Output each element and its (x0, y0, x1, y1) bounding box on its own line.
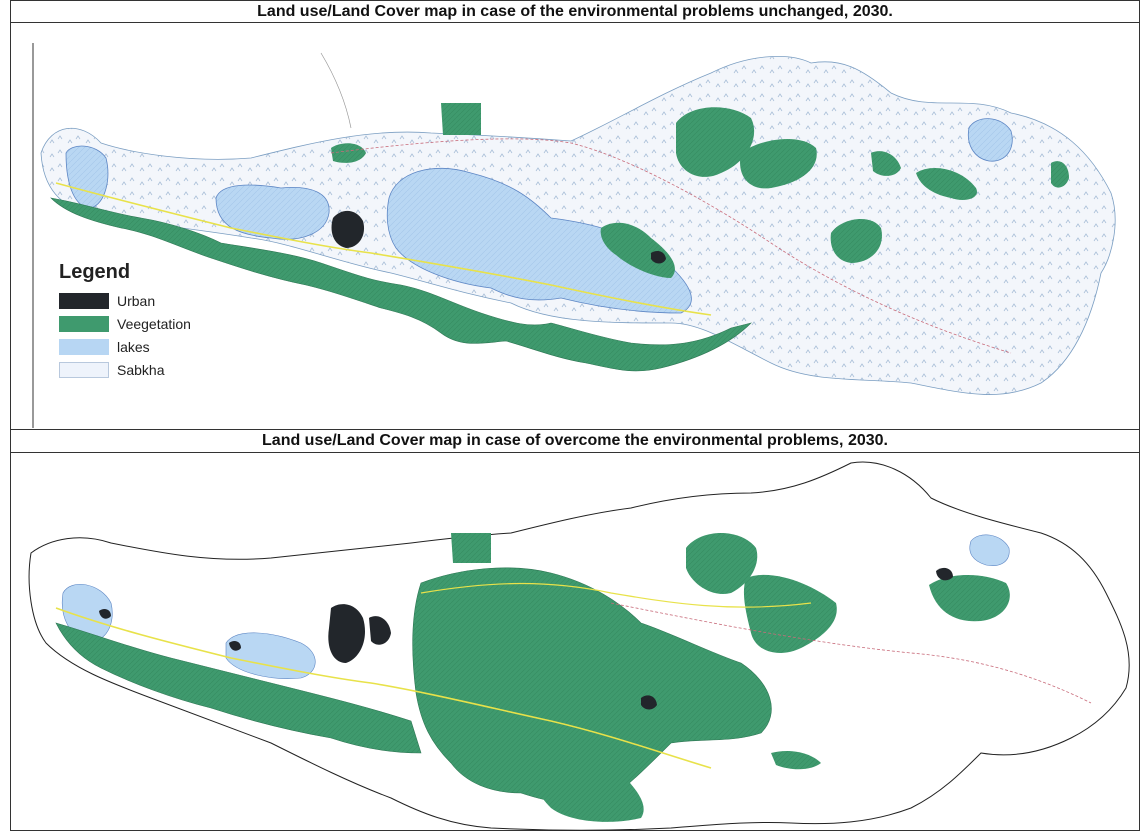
urban-far-east (936, 567, 953, 581)
vegetation-east2 (743, 574, 837, 653)
route-line (330, 138, 1012, 354)
legend-label: Urban (117, 293, 156, 309)
lake-center-west (215, 184, 330, 240)
legend-label: Sabkha (117, 362, 165, 378)
vegetation-patch-east5 (871, 151, 901, 176)
legend-item-urban: Urban (59, 290, 259, 312)
vegetation-southeast (771, 751, 821, 770)
track-line (320, 52, 352, 129)
legend-title: Legend (59, 261, 131, 283)
secondary-road (420, 582, 812, 608)
urban-center (331, 210, 365, 248)
bottom-map-panel (11, 453, 1139, 831)
vegetation-patch-mid (600, 222, 675, 278)
lake-center-west (225, 632, 316, 679)
lake-west (61, 584, 113, 642)
vegetation-patch-east2 (740, 138, 817, 189)
vegetation-patch-north2 (331, 143, 366, 163)
urban-center (328, 604, 366, 663)
urban-west (99, 608, 111, 619)
legend-label: Veegetation (117, 316, 191, 332)
lake-east (969, 534, 1010, 566)
legend-swatch-vegetation (59, 316, 109, 332)
route-line (610, 602, 1092, 704)
bottom-map-title: Land use/Land Cover map in case of overc… (11, 429, 1139, 453)
vegetation-belt (50, 197, 752, 372)
legend: Legend Urban Veegetation lakes Sabkha (59, 261, 259, 382)
legend-item-sabkha: Sabkha (59, 359, 259, 381)
lake-east (967, 118, 1013, 162)
legend-swatch-urban (59, 293, 109, 309)
urban-center-east (369, 616, 391, 645)
vegetation-main (412, 567, 772, 804)
main-road (55, 182, 712, 316)
legend-label: lakes (117, 339, 150, 355)
vegetation-patch-north (441, 103, 481, 135)
lake-center (386, 167, 692, 314)
vegetation-patch-east6 (1051, 161, 1069, 188)
vegetation-patch-east3 (830, 218, 882, 263)
urban-west2 (229, 640, 241, 651)
vegetation-patch-east4 (916, 168, 977, 200)
legend-swatch-sabkha (59, 362, 109, 378)
map-figure: Land use/Land Cover map in case of the e… (10, 0, 1140, 831)
vegetation-patch-east1 (676, 107, 755, 177)
bottom-map-svg (28, 461, 1130, 831)
vegetation-belt (55, 622, 422, 754)
urban-east (651, 251, 666, 264)
legend-swatch-lakes (59, 339, 109, 355)
top-map-title: Land use/Land Cover map in case of the e… (11, 2, 1139, 23)
vegetation-south (529, 747, 644, 822)
lake-left (65, 145, 109, 209)
vegetation-far-east (929, 574, 1010, 622)
main-road (55, 607, 712, 769)
top-map-svg (32, 43, 1116, 428)
top-map-panel: Legend Urban Veegetation lakes Sabkha (11, 23, 1139, 428)
legend-item-vegetation: Veegetation (59, 313, 259, 335)
legend-item-lakes: lakes (59, 336, 259, 358)
urban-east (641, 695, 657, 710)
vegetation-north (451, 533, 491, 563)
vegetation-east1 (686, 533, 758, 594)
